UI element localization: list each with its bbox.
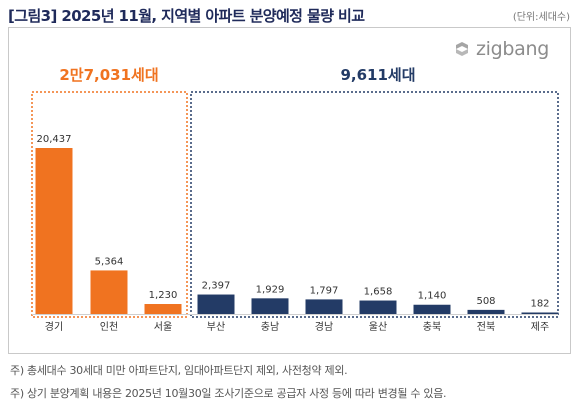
value-label-부산: 2,397 [202,281,231,292]
footnote-1: 주) 총세대수 30세대 미만 아파트단지, 임대아파트단지 제외, 사전청약 … [10,364,348,377]
category-label-부산: 부산 [207,321,225,333]
value-label-제주: 182 [530,299,549,310]
category-label-전북: 전북 [477,321,495,333]
group-frame-2 [190,91,559,318]
category-label-경남: 경남 [315,320,333,333]
chart-panel [8,27,571,354]
logo-text: zigbang [476,38,550,60]
category-label-충남: 충남 [261,321,279,333]
category-label-인천: 인천 [100,321,118,333]
value-label-경기: 20,437 [37,134,72,145]
value-label-충남: 1,929 [256,284,285,295]
chart-title: [그림3] 2025년 11월, 지역별 아파트 분양예정 물량 비교 [8,7,365,25]
category-label-제주: 제주 [531,321,549,333]
group-frame-1 [31,91,188,318]
bar-서울 [144,304,182,314]
bar-제주 [521,312,559,314]
bar-울산 [359,300,397,314]
bar-경남 [305,299,343,314]
category-label-서울: 서울 [154,321,172,333]
value-label-경남: 1,797 [310,285,339,296]
bar-전북 [467,309,505,314]
footnote-2: 주) 상기 분양계획 내용은 2025년 10월30일 조사기준으로 공급자 사… [10,387,447,400]
value-label-서울: 1,230 [149,290,178,301]
bar-부산 [197,294,235,314]
category-label-울산: 울산 [369,321,387,333]
brand-logo: zigbang [452,38,549,60]
value-label-울산: 1,658 [364,287,393,298]
value-label-충북: 1,140 [418,291,447,302]
unit-label: (단위:세대수) [512,12,570,23]
value-label-전북: 508 [476,296,495,307]
group-total-label-1: 2만7,031세대 [59,66,158,84]
group-total-label-2: 9,611세대 [340,66,415,84]
bar-경기 [35,148,73,314]
zigbang-logo-icon [456,42,468,56]
value-label-인천: 5,364 [95,256,124,267]
bar-충남 [251,298,289,314]
bar-인천 [90,270,128,314]
category-label-충북: 충북 [423,321,441,333]
category-label-경기: 경기 [45,320,63,333]
bar-충북 [413,304,451,314]
